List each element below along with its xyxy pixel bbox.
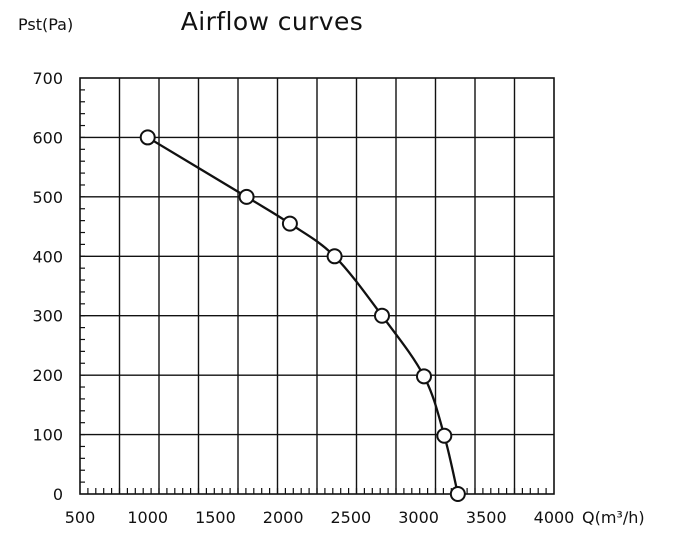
x-tick-label: 1500 (195, 508, 236, 527)
x-tick-label: 3500 (466, 508, 507, 527)
data-point-marker (415, 368, 432, 385)
x-tick-label: 4000 (534, 508, 575, 527)
x-tick-label: 1000 (127, 508, 168, 527)
data-point-marker (238, 188, 255, 205)
y-tick-label: 100 (32, 426, 63, 445)
x-tick-label: 2500 (330, 508, 371, 527)
tick-label-layer: 500 1000 1500 2000 2500 3000 3500 4000 0 100 200 30… (32, 69, 574, 527)
y-axis-label: Pst(Pa) (18, 15, 73, 34)
y-tick-label: 400 (32, 247, 63, 266)
data-point-marker (374, 307, 391, 324)
data-point-marker (326, 248, 343, 265)
y-tick-label: 600 (32, 128, 63, 147)
data-point-marker (139, 129, 156, 146)
x-tick-label: 2000 (263, 508, 304, 527)
data-point-marker (436, 427, 453, 444)
y-tick-label: 0 (53, 485, 63, 504)
x-tick-label: 3000 (398, 508, 439, 527)
grid-layer (79, 77, 555, 495)
minor-tick-layer (80, 89, 547, 494)
chart-title: Airflow curves (181, 7, 363, 36)
y-tick-label: 500 (32, 188, 63, 207)
point-layer (139, 129, 466, 502)
x-axis-label: Q(m³/h) (582, 508, 645, 527)
y-tick-label: 200 (32, 366, 63, 385)
x-tick-label: 500 (65, 508, 96, 527)
data-point-marker (449, 486, 466, 502)
y-tick-label: 700 (32, 69, 63, 88)
y-tick-label: 300 (32, 307, 63, 326)
data-point-marker (281, 215, 298, 232)
